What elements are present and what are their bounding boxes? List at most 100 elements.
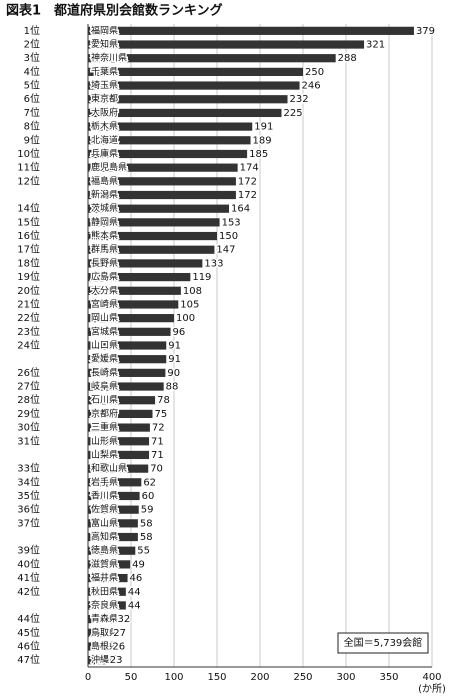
x-tick-label: 150 bbox=[207, 672, 226, 683]
bar bbox=[88, 546, 136, 555]
bar bbox=[88, 628, 112, 637]
value-label: 379 bbox=[416, 26, 435, 37]
category-label: 広島県 bbox=[91, 271, 118, 283]
rank-label: 46位 bbox=[17, 639, 40, 652]
bar bbox=[88, 231, 217, 241]
rank-label: 36位 bbox=[17, 503, 40, 516]
category-label: 佐賀県 bbox=[91, 503, 118, 515]
rank-label: 3位 bbox=[24, 51, 40, 64]
value-label: 133 bbox=[204, 258, 223, 269]
value-label: 232 bbox=[290, 94, 309, 105]
value-label: 26 bbox=[112, 641, 125, 652]
value-label: 91 bbox=[168, 341, 181, 352]
bar bbox=[88, 532, 138, 542]
value-label: 91 bbox=[168, 354, 181, 365]
category-label: 石川県 bbox=[91, 395, 118, 406]
category-label: 群馬県 bbox=[91, 243, 118, 255]
rank-label: 34位 bbox=[17, 475, 40, 488]
bar bbox=[88, 54, 336, 63]
value-label: 71 bbox=[151, 450, 164, 461]
bar bbox=[88, 272, 191, 282]
bar bbox=[88, 95, 288, 104]
category-label: 宮崎県 bbox=[91, 298, 118, 310]
category-label: 京都府 bbox=[91, 407, 118, 419]
category-label: 青森県 bbox=[91, 613, 118, 625]
category-label: 山梨県 bbox=[91, 448, 118, 460]
value-label: 27 bbox=[113, 628, 126, 639]
category-label: 三重県 bbox=[91, 421, 118, 433]
rank-label: 6位 bbox=[24, 92, 40, 105]
category-label: 滋賀県 bbox=[91, 558, 118, 570]
value-label: 70 bbox=[150, 464, 163, 475]
value-label: 147 bbox=[216, 245, 235, 256]
rank-label: 23位 bbox=[17, 325, 40, 338]
rank-label: 17位 bbox=[17, 243, 40, 256]
bar bbox=[88, 108, 282, 118]
bar bbox=[88, 615, 116, 624]
rank-label: 35位 bbox=[17, 489, 40, 502]
rank-label: 31位 bbox=[17, 434, 40, 447]
value-label: 78 bbox=[157, 395, 170, 406]
value-label: 60 bbox=[142, 491, 155, 502]
value-label: 288 bbox=[338, 53, 357, 64]
rank-label: 28位 bbox=[17, 393, 40, 406]
value-label: 71 bbox=[151, 436, 164, 447]
rank-label: 1位 bbox=[24, 24, 40, 37]
rank-label: 12位 bbox=[17, 174, 40, 187]
value-label: 46 bbox=[130, 573, 143, 584]
value-label: 225 bbox=[284, 108, 303, 119]
bar bbox=[88, 190, 236, 200]
category-label: 大分県 bbox=[91, 284, 118, 296]
category-label: 茨城県 bbox=[91, 202, 118, 214]
category-label: 高知県 bbox=[91, 531, 118, 543]
bar bbox=[88, 478, 142, 487]
category-label: 北海道 bbox=[91, 134, 118, 146]
rank-label: 15位 bbox=[17, 215, 40, 228]
category-label: 宮城県 bbox=[91, 325, 118, 337]
rank-label: 37位 bbox=[17, 516, 40, 529]
rank-label: 24位 bbox=[17, 339, 40, 352]
bar bbox=[88, 286, 181, 295]
value-label: 105 bbox=[180, 299, 199, 310]
category-label: 富山県 bbox=[91, 517, 118, 529]
category-label: 岩手県 bbox=[91, 476, 118, 488]
bar bbox=[88, 67, 303, 76]
rank-label: 47位 bbox=[17, 653, 40, 666]
value-label: 100 bbox=[176, 313, 195, 324]
category-label: 徳島県 bbox=[91, 544, 118, 556]
x-unit: (か所) bbox=[418, 683, 446, 695]
category-label: 香川県 bbox=[91, 490, 118, 501]
bar bbox=[88, 218, 220, 227]
category-label: 新潟県 bbox=[91, 189, 118, 201]
bar bbox=[88, 341, 167, 350]
bar bbox=[88, 81, 300, 90]
value-label: 119 bbox=[192, 272, 211, 283]
rank-label: 22位 bbox=[17, 311, 40, 324]
value-label: 62 bbox=[143, 477, 156, 488]
bar bbox=[88, 560, 131, 569]
value-label: 321 bbox=[366, 40, 385, 51]
value-label: 23 bbox=[110, 655, 123, 666]
x-tick-label: 400 bbox=[422, 672, 441, 683]
annotation: 全国＝5,739会館 bbox=[344, 636, 423, 649]
bar bbox=[88, 149, 248, 159]
category-label: 長野県 bbox=[91, 258, 118, 269]
value-label: 58 bbox=[140, 518, 153, 529]
value-label: 164 bbox=[231, 204, 250, 215]
rank-label: 7位 bbox=[24, 106, 40, 119]
x-tick-label: 200 bbox=[250, 672, 269, 683]
bar bbox=[88, 491, 140, 501]
bar bbox=[88, 204, 230, 213]
rank-label: 33位 bbox=[17, 462, 40, 475]
category-label: 東京都 bbox=[91, 93, 118, 105]
value-label: 58 bbox=[140, 532, 153, 543]
rank-label: 18位 bbox=[17, 256, 40, 269]
bar bbox=[88, 163, 238, 172]
bar bbox=[88, 409, 153, 419]
bar bbox=[88, 464, 149, 473]
bar bbox=[88, 355, 167, 364]
value-label: 172 bbox=[238, 190, 257, 201]
value-label: 44 bbox=[128, 600, 141, 611]
bar bbox=[88, 382, 164, 391]
category-label: 栃木県 bbox=[91, 120, 118, 132]
